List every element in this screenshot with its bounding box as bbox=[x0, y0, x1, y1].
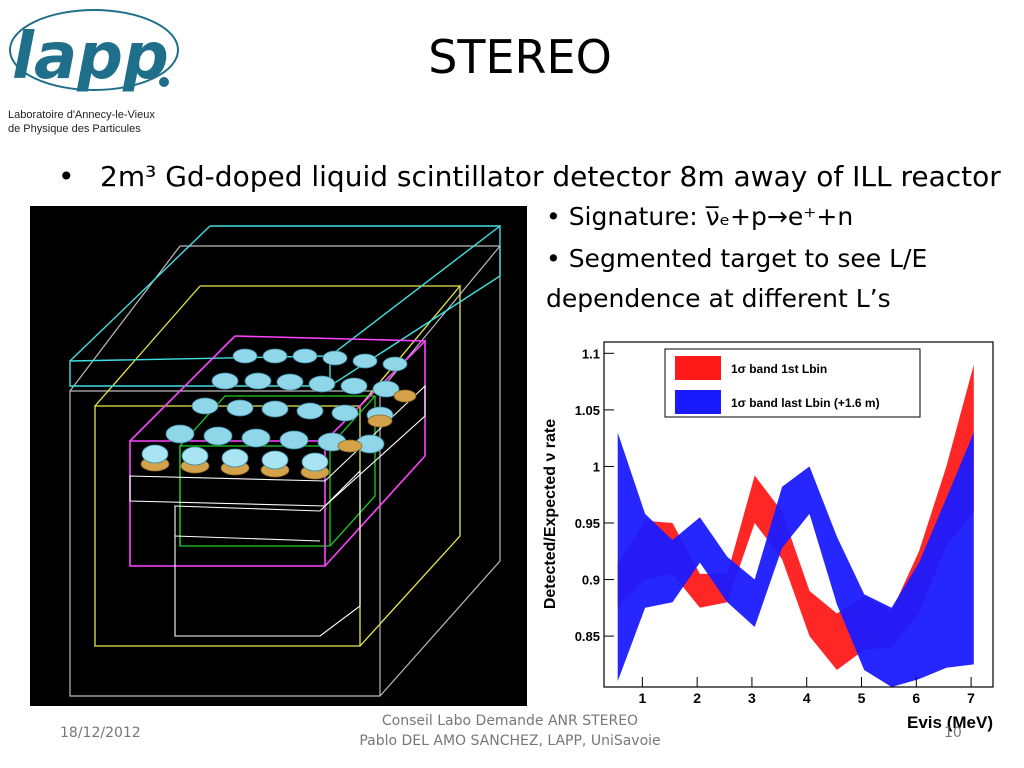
footer-line1: Conseil Labo Demande ANR STEREO bbox=[381, 713, 639, 729]
detector-geometry-image bbox=[30, 206, 527, 706]
x-tick-label: 3 bbox=[748, 690, 756, 706]
footer-date: 18/12/2012 bbox=[60, 725, 141, 741]
y-tick-label: 1.1 bbox=[582, 346, 600, 361]
band-last-lbin bbox=[617, 432, 974, 687]
lapp-logo: lapp Laboratoire d'Annecy-le-Vieux de Ph… bbox=[8, 9, 179, 135]
bullet-dot: • bbox=[58, 160, 75, 193]
x-tick-label: 2 bbox=[693, 690, 701, 706]
legend-swatch-red bbox=[675, 356, 721, 380]
plot-frame bbox=[603, 341, 994, 688]
logo-line1: Laboratoire d'Annecy-le-Vieux bbox=[8, 109, 155, 121]
ratio-chart: 1 2 3 4 5 6 7 0.85 0.9 0.95 1 1.05 1.1 Evis (MeV) D… bbox=[535, 328, 1015, 734]
logo-wordmark: lapp bbox=[12, 20, 169, 94]
x-tick-label: 4 bbox=[803, 690, 811, 706]
signature-text: • Signature: ν̅ₑ+p→e⁺+n bbox=[546, 202, 854, 231]
segmented-text: • Segmented target to see L/E bbox=[546, 244, 928, 273]
x-axis-label: Evis (MeV) bbox=[907, 713, 993, 732]
pmt-array bbox=[140, 348, 417, 480]
legend: 1σ band 1st Lbin 1σ band last Lbin (+1.6… bbox=[664, 348, 921, 418]
legend-label-2: 1σ band last Lbin (+1.6 m) bbox=[731, 396, 880, 410]
y-tick-label: 0.9 bbox=[582, 573, 600, 588]
footer-line2: Pablo DEL AMO SANCHEZ, LAPP, UniSavoie bbox=[359, 733, 661, 749]
slide-title: STEREO bbox=[428, 30, 612, 84]
x-tick-label: 7 bbox=[967, 690, 975, 706]
y-tick-label: 1.05 bbox=[575, 403, 600, 418]
logo-line2: de Physique des Particules bbox=[8, 123, 141, 135]
band-first-lbin bbox=[617, 364, 974, 670]
y-tick-label: 1 bbox=[593, 459, 600, 474]
main-bullet-text: 2m³ Gd-doped liquid scintillator detecto… bbox=[100, 160, 1001, 193]
y-axis-label: Detected/Expected ν rate bbox=[542, 419, 559, 609]
footer-page-number: 10 bbox=[944, 725, 962, 741]
dependence-text: dependence at different L’s bbox=[546, 284, 891, 313]
y-tick-label: 0.85 bbox=[575, 629, 600, 644]
x-axis: 1 2 3 4 5 6 7 bbox=[638, 677, 975, 706]
x-tick-label: 6 bbox=[912, 690, 920, 706]
chart-bands bbox=[617, 364, 974, 687]
legend-swatch-blue bbox=[675, 390, 721, 414]
x-tick-label: 5 bbox=[858, 690, 866, 706]
y-tick-label: 0.95 bbox=[575, 516, 600, 531]
legend-label-1: 1σ band 1st Lbin bbox=[731, 362, 827, 376]
x-tick-label: 1 bbox=[638, 690, 646, 706]
y-axis: 0.85 0.9 0.95 1 1.05 1.1 bbox=[575, 346, 614, 644]
